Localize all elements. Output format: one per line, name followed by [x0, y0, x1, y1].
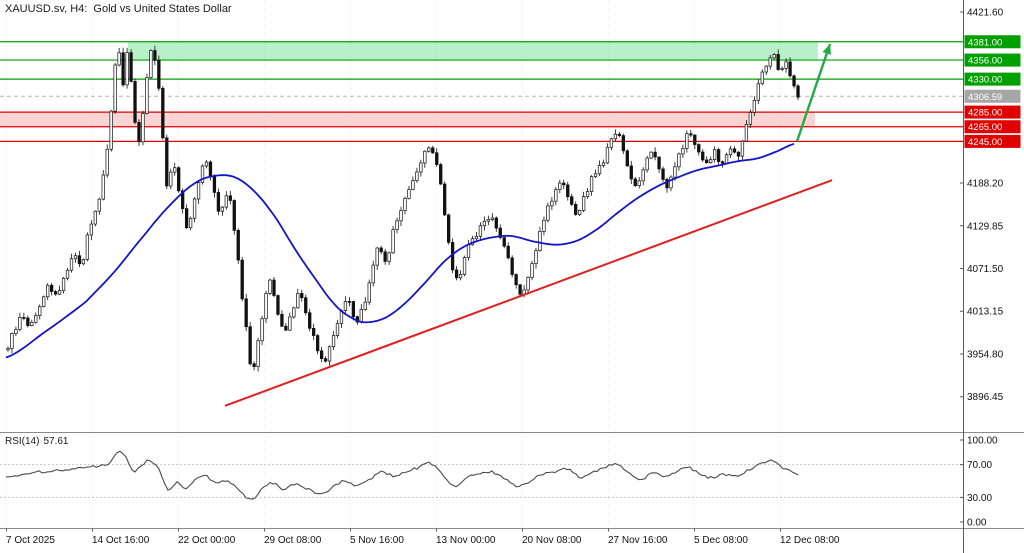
- rsi-axis[interactable]: 100.00 70.00 30.00 0.00: [960, 436, 998, 529]
- price-tick-label: 4188.20: [967, 179, 1004, 190]
- time-axis-label: 29 Oct 08:00: [264, 535, 322, 546]
- price-tick-label: 4071.50: [967, 264, 1004, 275]
- support-zone: [0, 112, 815, 127]
- time-axis-label: 5 Nov 16:00: [350, 535, 404, 546]
- rsi-value: 57.61: [43, 436, 69, 447]
- time-axis[interactable]: 7 Oct 2025 14 Oct 16:00 22 Oct 00:00 29 Oct…: [6, 528, 840, 547]
- price-tick-label: 4421.60: [967, 8, 1004, 19]
- rsi-name: RSI(14): [5, 436, 40, 447]
- rsi-pane: [0, 450, 963, 500]
- grid-lines: [6, 0, 781, 529]
- moving-average-line: [5, 142, 795, 359]
- current-price-badge: 4306.59: [964, 89, 1021, 103]
- price-tick-label: 3896.45: [967, 392, 1004, 403]
- svg-text:4245.00: 4245.00: [968, 137, 1002, 148]
- resistance-zone: [128, 41, 818, 61]
- svg-text:4356.00: 4356.00: [968, 56, 1002, 67]
- rsi-tick-label: 100.00: [967, 436, 998, 447]
- support-price-badge: 4265.00: [964, 120, 1021, 134]
- support-price-badge: 4245.00: [964, 134, 1021, 148]
- time-axis-label: 13 Nov 00:00: [436, 535, 496, 546]
- price-axis[interactable]: 4421.60 4188.20 4129.85 4071.50 4013.15 3954.…: [960, 8, 1004, 404]
- rsi-tick-label: 30.00: [967, 493, 992, 504]
- resistance-price-badge: 4356.00: [964, 53, 1021, 67]
- time-axis-label: 5 Dec 08:00: [694, 535, 748, 546]
- rsi-indicator-label: RSI(14) 57.61: [5, 436, 72, 447]
- time-axis-label: 20 Nov 08:00: [522, 535, 582, 546]
- level-lines: [0, 41, 963, 142]
- candles-layer: [6, 45, 800, 372]
- price-tick-label: 4129.85: [967, 221, 1004, 232]
- rsi-tick-label: 0.00: [967, 518, 987, 529]
- resistance-price-badge: 4330.00: [964, 72, 1021, 86]
- ascending-trendline: [224, 179, 833, 407]
- time-axis-label: 12 Dec 08:00: [780, 535, 840, 546]
- svg-text:4381.00: 4381.00: [968, 37, 1002, 48]
- time-axis-label: 22 Oct 00:00: [178, 535, 236, 546]
- time-axis-label: 27 Nov 16:00: [608, 535, 668, 546]
- price-tick-label: 3954.80: [967, 349, 1004, 360]
- svg-text:4306.59: 4306.59: [968, 92, 1002, 103]
- svg-text:4265.00: 4265.00: [968, 122, 1002, 133]
- rsi-tick-label: 70.00: [967, 460, 992, 471]
- time-axis-label: 7 Oct 2025: [6, 535, 55, 546]
- resistance-price-badge: 4381.00: [964, 35, 1021, 49]
- chart-symbol-title: XAUUSD.sv, H4: Gold vs United States Dol…: [5, 3, 232, 15]
- projection-arrow: [795, 43, 832, 142]
- svg-text:4285.00: 4285.00: [968, 108, 1002, 119]
- support-price-badge: 4285.00: [964, 105, 1021, 119]
- price-tick-label: 4013.15: [967, 307, 1004, 318]
- svg-text:4330.00: 4330.00: [968, 75, 1002, 86]
- time-axis-label: 14 Oct 16:00: [92, 535, 150, 546]
